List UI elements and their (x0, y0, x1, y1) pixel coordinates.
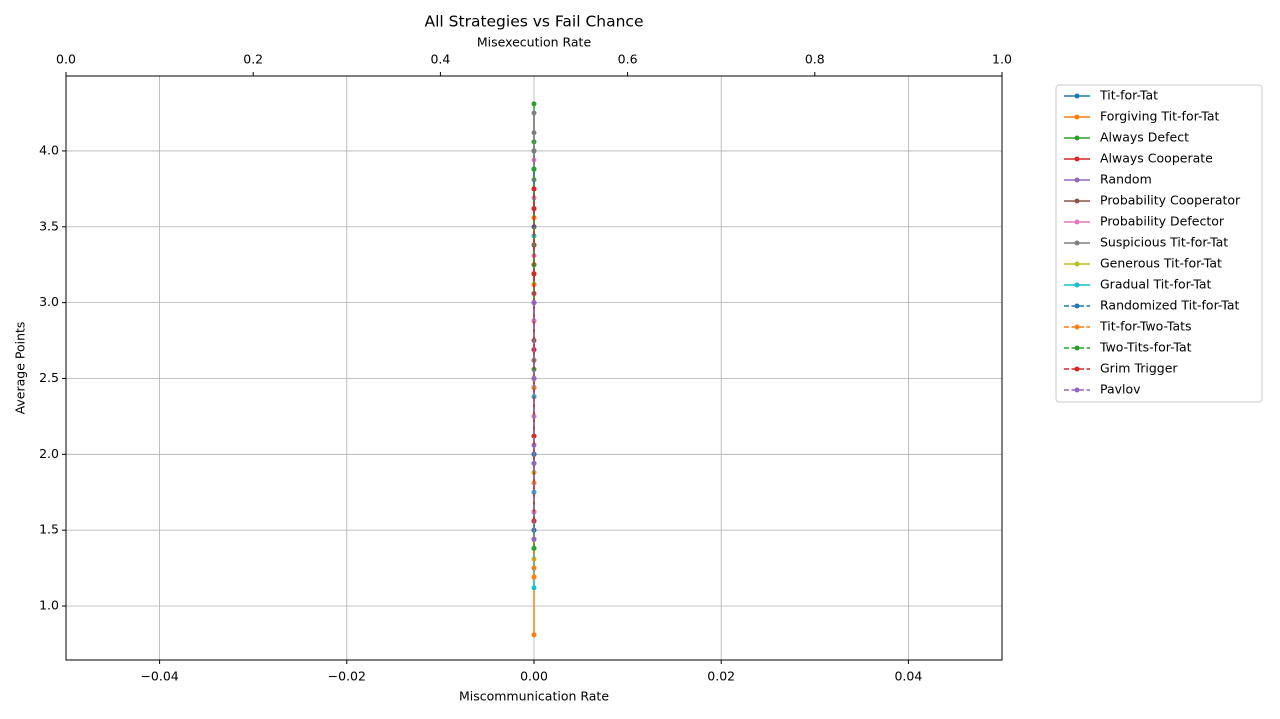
data-point (531, 632, 537, 638)
legend-box (1055, 84, 1263, 403)
legend-marker (1074, 135, 1080, 141)
x2-tick-label: 0.6 (618, 52, 638, 67)
y-axis-label: Average Points (13, 322, 28, 415)
data-point (531, 101, 537, 107)
legend-marker (1074, 93, 1080, 99)
legend-marker (1074, 177, 1080, 183)
legend-label: Suspicious Tit-for-Tat (1100, 235, 1228, 250)
legend-label: Two-Tits-for-Tat (1099, 340, 1192, 355)
y-tick-label: 1.0 (39, 597, 59, 612)
legend-label: Always Cooperate (1100, 151, 1213, 166)
data-point (531, 206, 537, 212)
x2-tick-label: 0.8 (805, 52, 825, 67)
legend-marker (1074, 366, 1080, 372)
data-point (531, 545, 537, 551)
legend-marker (1074, 240, 1080, 246)
legend-marker (1074, 198, 1080, 204)
legend-label: Grim Trigger (1100, 361, 1178, 376)
data-point (531, 166, 537, 172)
legend-label: Forgiving Tit-for-Tat (1100, 109, 1220, 124)
y-tick-label: 4.0 (39, 142, 59, 157)
data-point (531, 148, 537, 154)
y-tick-label: 2.5 (39, 370, 59, 385)
legend-label: Gradual Tit-for-Tat (1100, 277, 1212, 292)
data-point (531, 585, 537, 591)
x2-tick-label: 0.4 (430, 52, 450, 67)
x-tick-label: 0.02 (707, 669, 735, 684)
x-tick-label: −0.02 (328, 669, 366, 684)
x2-tick-label: 0.2 (243, 52, 263, 67)
y-tick-label: 3.5 (39, 218, 59, 233)
legend-marker (1074, 282, 1080, 288)
y-tick-label: 3.0 (39, 294, 59, 309)
data-point (531, 460, 537, 466)
x-tick-label: −0.04 (140, 669, 178, 684)
legend-label: Pavlov (1100, 382, 1141, 397)
chart-title: All Strategies vs Fail Chance (425, 13, 644, 31)
legend-label: Generous Tit-for-Tat (1100, 256, 1222, 271)
data-point (531, 110, 537, 116)
legend-label: Random (1100, 172, 1152, 187)
y-tick-label: 1.5 (39, 522, 59, 537)
data-point (531, 536, 537, 542)
legend-marker (1074, 324, 1080, 330)
data-point (531, 375, 537, 381)
legend-label: Randomized Tit-for-Tat (1100, 298, 1239, 313)
legend-marker (1074, 345, 1080, 351)
data-point (531, 574, 537, 580)
legend-label: Always Defect (1100, 130, 1189, 145)
legend-marker (1074, 156, 1080, 162)
legend-label: Probability Cooperator (1100, 193, 1241, 208)
x-axis-label: Miscommunication Rate (459, 689, 609, 704)
legend-marker (1074, 219, 1080, 225)
y-tick-label: 2.0 (39, 446, 59, 461)
legend-marker (1074, 114, 1080, 120)
data-point (531, 186, 537, 192)
data-point (531, 271, 537, 277)
x2-axis-label: Misexecution Rate (477, 35, 592, 50)
legend-label: Tit-for-Two-Tats (1099, 319, 1192, 334)
x-tick-label: 0.04 (894, 669, 922, 684)
legend-label: Probability Defector (1100, 214, 1225, 229)
legend-label: Tit-for-Tat (1099, 88, 1158, 103)
data-point (531, 433, 537, 439)
legend-marker (1074, 387, 1080, 393)
plot-frame (65, 75, 1003, 661)
x2-tick-label: 0.0 (56, 52, 76, 67)
data-point (531, 130, 537, 136)
legend-marker (1074, 303, 1080, 309)
legend-marker (1074, 261, 1080, 267)
x-tick-label: 0.00 (520, 669, 548, 684)
data-point (531, 300, 537, 306)
x2-tick-label: 1.0 (992, 52, 1012, 67)
